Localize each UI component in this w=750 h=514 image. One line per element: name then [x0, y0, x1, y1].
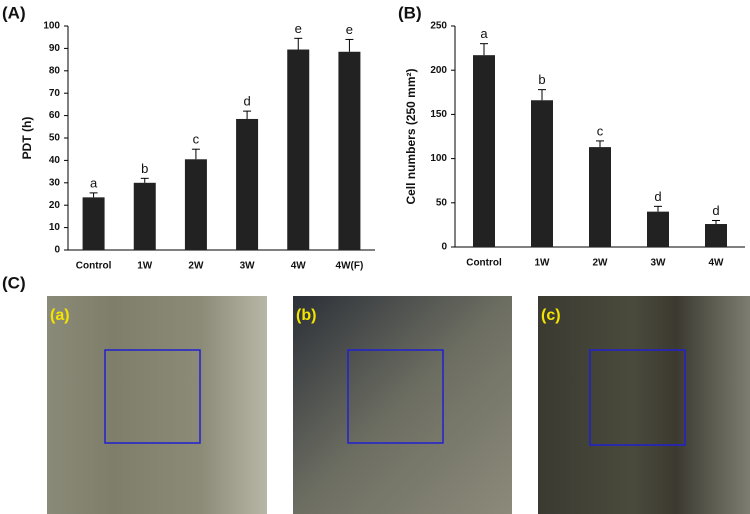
y-tick-label: 90: [49, 43, 61, 54]
error-bar: [89, 192, 98, 198]
significance-letter: c: [597, 123, 604, 138]
x-tick-label: 4W(F): [336, 261, 364, 272]
panel-label: (C): [2, 273, 26, 292]
significance-letter: d: [654, 189, 661, 204]
bar: [184, 159, 207, 250]
bar: [82, 197, 105, 250]
significance-letter: c: [193, 132, 200, 147]
bar: [705, 224, 727, 247]
y-tick-label: 30: [49, 177, 61, 188]
y-tick-label: 80: [49, 65, 61, 76]
y-tick-label: 200: [430, 65, 447, 76]
bar: [236, 118, 259, 251]
bar: [531, 100, 553, 247]
x-tick-label: 2W: [188, 261, 204, 272]
significance-letter: b: [538, 72, 545, 87]
error-bar: [294, 37, 303, 50]
error-bar: [480, 43, 488, 56]
y-tick-label: 150: [430, 109, 447, 120]
bar: [647, 211, 669, 247]
y-tick-label: 250: [430, 21, 447, 32]
y-tick-label: 50: [436, 197, 448, 208]
roi-box: [104, 349, 201, 444]
x-tick-label: 4W: [709, 258, 725, 269]
image-label: (a): [50, 307, 70, 324]
x-tick-label: 3W: [240, 261, 256, 272]
y-tick-label: 20: [49, 200, 61, 211]
x-tick-label: 3W: [651, 258, 667, 269]
significance-letter: d: [712, 203, 719, 218]
x-tick-label: Control: [466, 258, 502, 269]
error-bar: [140, 177, 149, 183]
y-tick-label: 40: [49, 155, 61, 166]
error-bar: [191, 148, 200, 160]
roi-box: [347, 349, 444, 444]
y-tick-label: 100: [430, 153, 447, 164]
y-tick-label: 10: [49, 222, 61, 233]
error-bar: [538, 89, 546, 101]
x-tick-label: 1W: [137, 261, 153, 272]
significance-letter: a: [90, 175, 98, 190]
error-bar: [712, 219, 720, 225]
bar: [589, 147, 611, 247]
micrograph: [293, 296, 512, 514]
significance-letter: e: [346, 22, 353, 37]
panel-label: (B): [398, 3, 422, 22]
micrograph: [538, 296, 750, 514]
x-tick-label: 2W: [593, 258, 609, 269]
image-label: (b): [296, 307, 316, 324]
significance-letter: b: [141, 161, 148, 176]
bar: [338, 51, 361, 251]
x-tick-label: 4W: [291, 261, 307, 272]
y-tick-label: 70: [49, 88, 61, 99]
bar: [133, 182, 156, 250]
y-axis-label: Cell numbers (250 mm²): [404, 68, 418, 204]
significance-letter: e: [295, 21, 302, 36]
error-bar: [596, 140, 604, 148]
error-bar: [243, 110, 252, 119]
y-tick-label: 0: [441, 242, 447, 253]
significance-letter: d: [243, 94, 250, 109]
y-axis-label: PDT (h): [20, 117, 34, 160]
x-tick-label: 1W: [535, 258, 551, 269]
error-bar: [345, 38, 354, 52]
panel-label: (A): [2, 3, 26, 22]
roi-box: [589, 349, 686, 446]
bar: [473, 55, 495, 248]
bar: [287, 49, 310, 250]
significance-letter: a: [480, 26, 488, 41]
y-tick-label: 100: [43, 21, 60, 32]
x-tick-label: Control: [76, 261, 112, 272]
y-tick-label: 0: [54, 245, 60, 256]
error-bar: [654, 205, 662, 212]
y-tick-label: 50: [49, 133, 61, 144]
image-label: (c): [541, 307, 561, 324]
y-tick-label: 60: [49, 110, 61, 121]
micrograph: [47, 296, 267, 514]
